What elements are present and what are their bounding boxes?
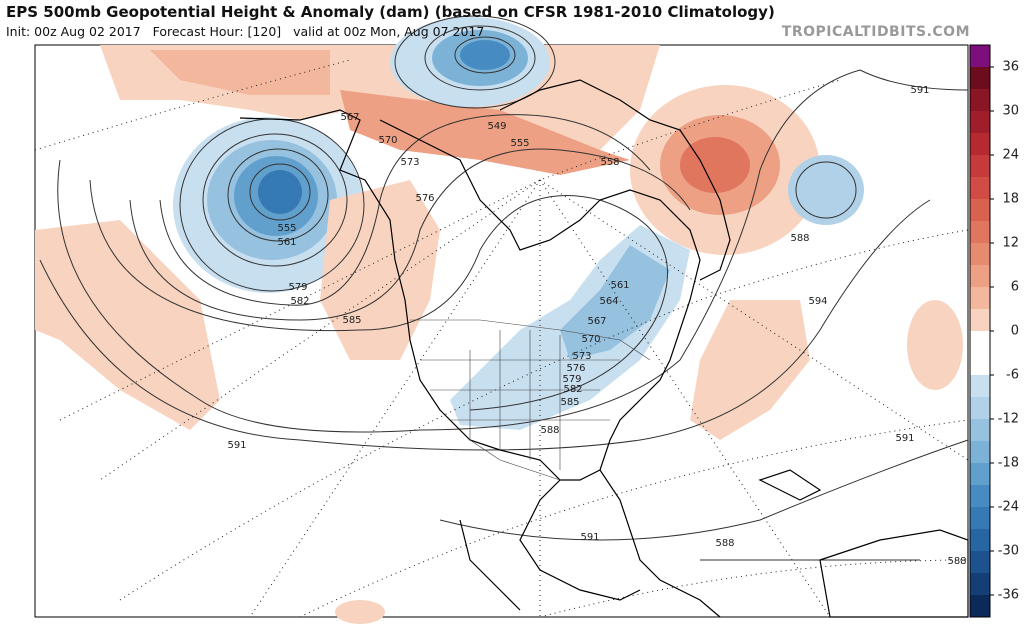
contour-label: 588 — [947, 556, 966, 567]
colorbar-label: 30 — [1002, 104, 1019, 119]
colorbar-label: 0 — [1011, 324, 1019, 339]
contour-label: 561 — [610, 280, 629, 291]
colorbar-label: -12 — [998, 412, 1019, 427]
colorbar-segment — [970, 287, 990, 310]
contour-label: 591 — [895, 433, 914, 444]
colorbar-segment — [970, 353, 990, 376]
contour-label: 549 — [487, 121, 506, 132]
colorbar-segment — [970, 595, 990, 618]
contour-label: 576 — [415, 193, 434, 204]
contour-label: 582 — [563, 384, 582, 395]
coastlines — [239, 79, 969, 618]
colorbar-segment — [970, 243, 990, 266]
contour-label: 594 — [808, 296, 827, 307]
watermark: TROPICALTIDBITS.COM — [781, 24, 970, 40]
contour-label: 567 — [587, 316, 606, 327]
contour-label: 591 — [910, 85, 929, 96]
title: EPS 500mb Geopotential Height & Anomaly … — [6, 3, 775, 21]
colorbar-label: -6 — [1006, 368, 1019, 383]
colorbar-segment — [970, 375, 990, 398]
contour-label: 570 — [378, 135, 397, 146]
colorbar-label: -18 — [998, 456, 1019, 471]
colorbar-label: -24 — [998, 500, 1019, 515]
contour-label: 585 — [342, 315, 361, 326]
contour-label: 579 — [562, 374, 581, 385]
contour-label: 558 — [600, 157, 619, 168]
anomaly-shading — [35, 17, 963, 624]
contour-label: 555 — [510, 138, 529, 149]
colorbar-label: 36 — [1002, 60, 1019, 75]
height-contours — [39, 15, 969, 561]
colorbar-label: 12 — [1002, 236, 1019, 251]
contour-label: 576 — [566, 363, 585, 374]
colorbar-label: -30 — [998, 544, 1019, 559]
colorbar-segment — [970, 331, 990, 354]
contour-label: 561 — [277, 237, 296, 248]
colorbar-segment — [970, 221, 990, 244]
contour-label: 564 — [599, 296, 618, 307]
colorbar-segment — [970, 111, 990, 134]
colorbar-segment — [970, 67, 990, 90]
borders — [410, 319, 651, 481]
colorbar-label: -36 — [998, 588, 1019, 603]
contour-label: 573 — [400, 157, 419, 168]
colorbar-segment — [970, 45, 990, 68]
contour-label: 585 — [560, 397, 579, 408]
colorbar-label: 6 — [1011, 280, 1019, 295]
contour-label: 582 — [290, 296, 309, 307]
colorbar-segment — [970, 397, 990, 420]
colorbar-label: 24 — [1002, 148, 1019, 163]
subtitle: Init: 00z Aug 02 2017 Forecast Hour: [12… — [6, 24, 485, 39]
contour-label: 588 — [715, 538, 734, 549]
colorbar-segment — [970, 309, 990, 332]
contour-label: 588 — [790, 233, 809, 244]
colorbar-segment — [970, 199, 990, 222]
colorbar-segment — [970, 551, 990, 574]
colorbar-label: 18 — [1002, 192, 1019, 207]
contour-label: 588 — [540, 425, 559, 436]
colorbar-segment — [970, 507, 990, 530]
colorbar-segment — [970, 89, 990, 112]
colorbar-segment — [970, 419, 990, 442]
colorbar-segment — [970, 441, 990, 464]
colorbar-segment — [970, 265, 990, 288]
colorbar-segment — [970, 133, 990, 156]
colorbar-segment — [970, 573, 990, 596]
colorbar-segment — [970, 529, 990, 552]
colorbar-segment — [970, 485, 990, 508]
contour-label: 591 — [580, 532, 599, 543]
contour-label: 570 — [581, 334, 600, 345]
colorbar-segment — [970, 463, 990, 486]
contour-label: 573 — [572, 351, 591, 362]
contour-label: 567 — [340, 112, 359, 123]
colorbar-segment — [970, 155, 990, 178]
graticule — [34, 59, 969, 618]
contour-label: 591 — [227, 440, 246, 451]
contour-label: 579 — [288, 282, 307, 293]
contour-label: 555 — [277, 223, 296, 234]
colorbar-segment — [970, 177, 990, 200]
